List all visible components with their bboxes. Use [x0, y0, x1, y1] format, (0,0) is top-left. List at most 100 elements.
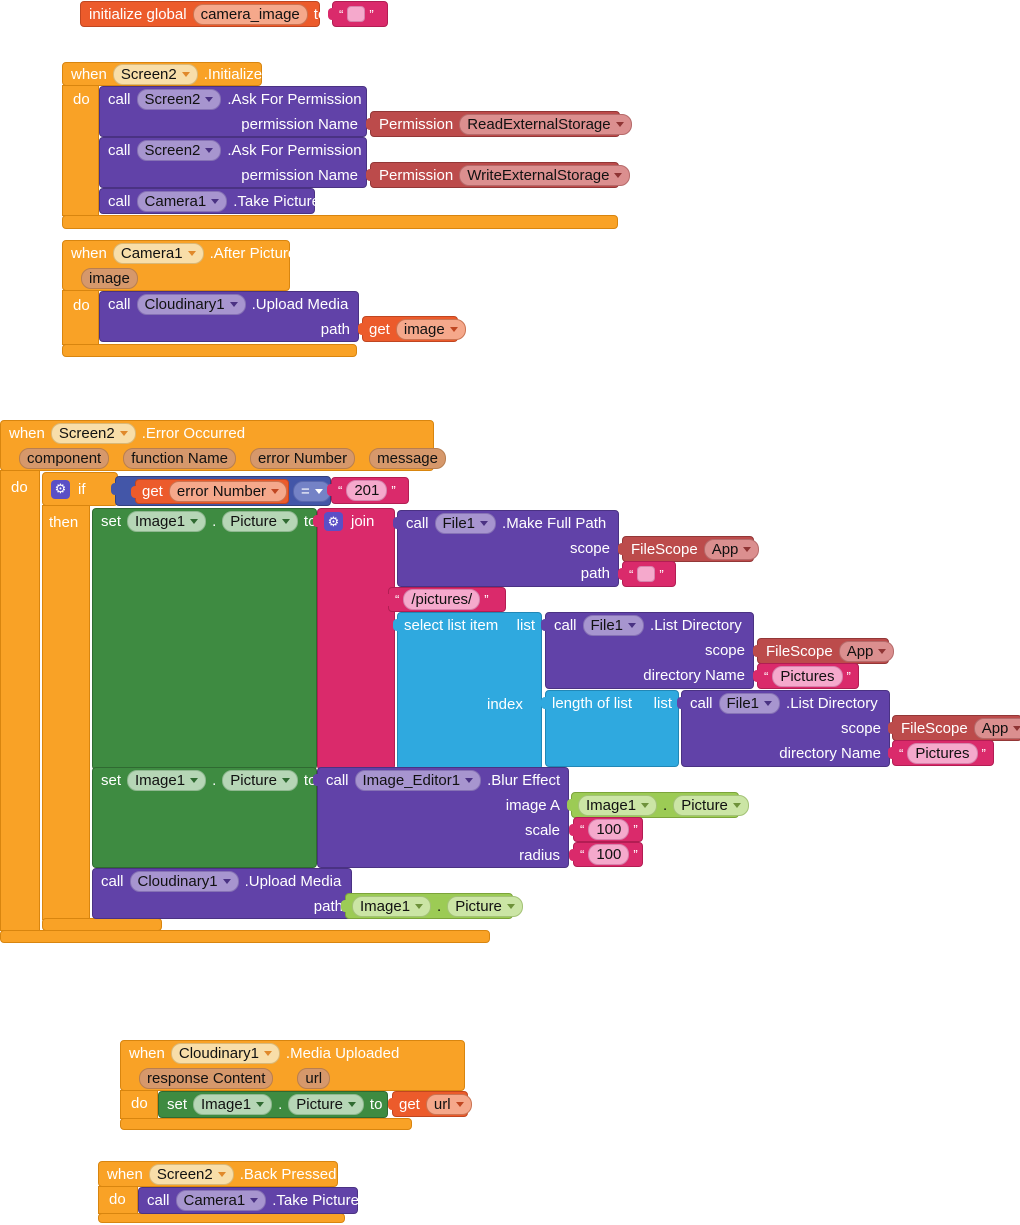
property-dropdown-picture[interactable]: Picture [222, 511, 298, 532]
var-dropdown-image[interactable]: image [395, 318, 466, 340]
block-get-url[interactable]: get url [388, 1091, 472, 1117]
block-get-image[interactable]: get image [358, 316, 466, 342]
operator-dropdown-equals[interactable]: = [293, 481, 331, 502]
block-permission-write[interactable]: Permission WriteExternalStorage [366, 162, 631, 188]
block-getter-image-picture-2[interactable]: Image1 . Picture [341, 893, 523, 919]
param-error-number[interactable]: error Number [249, 448, 356, 469]
text-field-pictures[interactable]: Pictures [907, 742, 978, 764]
component-dropdown-cloudinary1[interactable]: Cloudinary1 [136, 294, 246, 315]
text-field-pictures-path[interactable]: /pictures/ [403, 589, 481, 610]
text-row: “ Pictures ” [893, 741, 993, 765]
block-call-make-full-path[interactable]: call File1 .Make Full Path scope path [393, 510, 619, 587]
block-text-pictures-path[interactable]: “ /pictures/ ” [384, 587, 506, 612]
text-field-100[interactable]: 100 [588, 819, 630, 840]
block-set-image-picture-1[interactable]: set Image1 . Picture to [92, 508, 317, 770]
property-dropdown-picture[interactable]: Picture [288, 1094, 364, 1115]
component-dropdown-cloudinary1[interactable]: Cloudinary1 [170, 1043, 280, 1064]
component-dropdown-file1[interactable]: File1 [434, 513, 497, 534]
component-dropdown-screen2[interactable]: Screen2 [136, 89, 222, 110]
chevron-down-icon [764, 701, 773, 706]
block-call-take-picture-2[interactable]: call Camera1 .Take Picture [138, 1187, 359, 1214]
block-when-screen2-initialize[interactable]: when Screen2 .Initialize [62, 62, 262, 86]
component-dropdown-image-editor1[interactable]: Image_Editor1 [354, 770, 482, 791]
property-dropdown-picture[interactable]: Picture [447, 895, 523, 917]
block-length-of-list[interactable]: length of list list [541, 690, 679, 767]
block-call-ask-permission-2[interactable]: call Screen2 .Ask For Permission permiss… [99, 137, 367, 188]
component-dropdown-image1[interactable]: Image1 [127, 511, 207, 532]
block-call-list-directory-2[interactable]: call File1 .List Directory scope directo… [677, 690, 890, 767]
param-message[interactable]: message [369, 448, 446, 469]
block-set-image-picture-3[interactable]: set Image1 . Picture to [158, 1091, 388, 1118]
component-dropdown-image1[interactable]: Image1 [127, 770, 207, 791]
component-dropdown-screen2[interactable]: Screen2 [50, 423, 136, 444]
permission-dropdown[interactable]: WriteExternalStorage [459, 164, 631, 186]
permission-label: Permission [379, 115, 454, 133]
component-dropdown-file1[interactable]: File1 [582, 615, 645, 636]
block-empty-string-1[interactable]: “ ” [328, 1, 388, 27]
event-header-row: when Screen2 .Initialize [63, 63, 262, 85]
block-set-image-picture-2[interactable]: set Image1 . Picture to [92, 767, 317, 868]
mutator-gear-icon[interactable]: ⚙ [51, 479, 70, 499]
var-dropdown-error-number[interactable]: error Number [168, 481, 288, 502]
block-text-201[interactable]: “ 201 ” [327, 477, 409, 504]
block-text-pictures-2[interactable]: “ Pictures ” [888, 740, 994, 766]
block-when-screen2-error-occurred[interactable]: when Screen2 .Error Occurred component f… [0, 420, 446, 471]
text-field-100[interactable]: 100 [588, 844, 630, 865]
block-get-error-number[interactable]: get error Number [131, 479, 289, 504]
block-when-back-pressed[interactable]: when Screen2 .Back Pressed [98, 1161, 338, 1187]
block-permission-read[interactable]: Permission ReadExternalStorage [366, 111, 632, 137]
component-dropdown-screen2[interactable]: Screen2 [136, 140, 222, 161]
scope-dropdown-app[interactable]: App [838, 640, 895, 662]
block-text-radius-100[interactable]: “ 100 ” [569, 842, 643, 867]
text-field-201[interactable]: 201 [346, 480, 388, 501]
text-field-empty[interactable] [347, 6, 366, 22]
component-dropdown-camera1[interactable]: Camera1 [175, 1190, 267, 1211]
block-empty-string-2[interactable]: “ ” [618, 561, 676, 587]
block-getter-image-picture-1[interactable]: Image1 . Picture [567, 792, 749, 818]
block-call-blur-effect[interactable]: call Image_Editor1 .Blur Effect image A … [313, 767, 569, 868]
param-url[interactable]: url [297, 1068, 331, 1089]
param-response-content[interactable]: response Content [139, 1068, 274, 1089]
block-filescope-app-1[interactable]: FileScope App [618, 536, 760, 562]
component-dropdown-image1[interactable]: Image1 [193, 1094, 273, 1115]
block-filescope-app-2[interactable]: FileScope App [753, 638, 895, 664]
global-name-field[interactable]: camera_image [192, 3, 308, 25]
block-when-camera1-after-picture[interactable]: when Camera1 .After Picture image [62, 240, 296, 291]
component-dropdown-screen2[interactable]: Screen2 [112, 63, 198, 85]
block-text-scale-100[interactable]: “ 100 ” [569, 817, 643, 842]
property-dropdown-picture[interactable]: Picture [673, 794, 749, 816]
component-dropdown-image1[interactable]: Image1 [578, 794, 658, 816]
scope-dropdown-app[interactable]: App [703, 538, 760, 560]
block-call-take-picture-1[interactable]: call Camera1 .Take Picture [99, 188, 320, 214]
block-if-header[interactable]: ⚙ if [42, 472, 118, 506]
block-join[interactable]: ⚙ join [313, 508, 395, 770]
param-image[interactable]: image [81, 268, 138, 289]
text-field-empty[interactable] [637, 566, 656, 582]
component-dropdown-camera1[interactable]: Camera1 [136, 190, 228, 212]
block-call-upload-media-2[interactable]: call Cloudinary1 .Upload Media path [92, 868, 352, 919]
quote-open: “ [764, 668, 769, 684]
block-filescope-app-3[interactable]: FileScope App [888, 715, 1020, 741]
property-dropdown-picture[interactable]: Picture [222, 770, 298, 791]
param-component[interactable]: component [19, 448, 110, 469]
scope-dropdown-app[interactable]: App [973, 717, 1020, 739]
block-call-ask-permission-1[interactable]: call Screen2 .Ask For Permission permiss… [99, 86, 367, 137]
permission-dropdown[interactable]: ReadExternalStorage [459, 113, 632, 135]
block-text-pictures-1[interactable]: “ Pictures ” [753, 663, 859, 689]
component-dropdown-cloudinary1[interactable]: Cloudinary1 [129, 871, 239, 892]
component-dropdown-file1[interactable]: File1 [718, 693, 781, 714]
mutator-gear-icon[interactable]: ⚙ [324, 512, 343, 531]
var-dropdown-url[interactable]: url [425, 1093, 472, 1115]
block-select-list-item[interactable]: select list item list [393, 612, 542, 770]
socket-row-permission-name: permission Name [100, 163, 366, 188]
block-when-media-uploaded[interactable]: when Cloudinary1 .Media Uploaded respons… [120, 1040, 465, 1091]
param-function-name[interactable]: function Name [123, 448, 236, 469]
component-dropdown-screen2[interactable]: Screen2 [148, 1163, 234, 1185]
text-field-pictures[interactable]: Pictures [772, 665, 843, 687]
block-call-list-directory-1[interactable]: call File1 .List Directory scope directo… [541, 612, 754, 689]
block-call-upload-media-1[interactable]: call Cloudinary1 .Upload Media path [99, 291, 359, 342]
block-initialize-global[interactable]: initialize global camera_image to [80, 1, 326, 27]
component-dropdown-image1[interactable]: Image1 [352, 895, 432, 917]
component-dropdown-camera1[interactable]: Camera1 [112, 243, 204, 264]
